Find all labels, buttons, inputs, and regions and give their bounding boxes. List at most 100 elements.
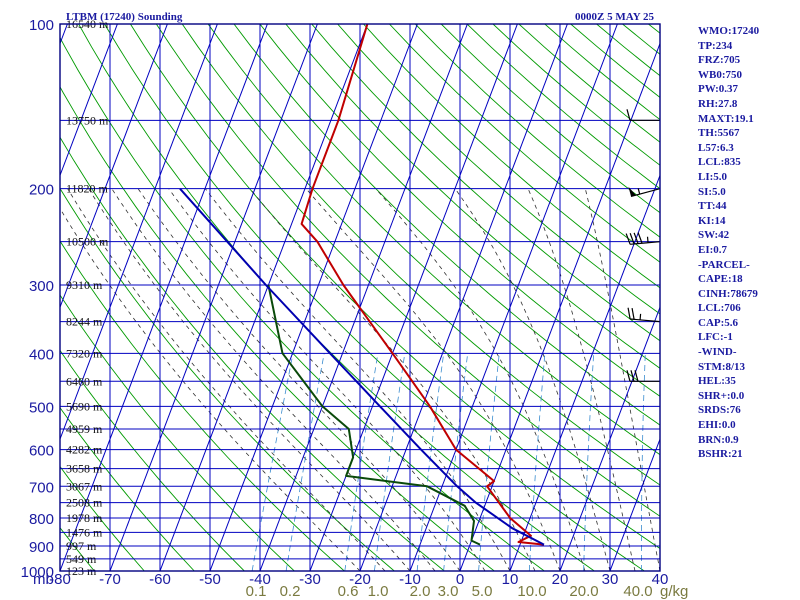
height-label: 6460 m (66, 374, 103, 388)
index-item: KI:14 (698, 214, 726, 227)
height-label: 9310 m (66, 278, 103, 292)
isotherm (409, 24, 618, 571)
pressure-tick-label: 1000 (21, 564, 54, 581)
dry-adiabat (389, 24, 660, 263)
pressure-tick-label: 500 (29, 399, 54, 416)
pressure-tick-label: 100 (29, 17, 54, 34)
index-item: SRDS:76 (698, 404, 741, 417)
moist-adiabat (137, 188, 461, 571)
height-label: 13750 m (66, 113, 109, 127)
dry-adiabat (130, 24, 660, 550)
mixing-ratio-line (344, 353, 379, 571)
isotherm (60, 24, 218, 441)
index-item: LCL:835 (698, 156, 741, 169)
index-item: CAP:5.6 (698, 316, 739, 329)
index-item: BSHR:21 (698, 448, 743, 461)
height-label: 8244 m (66, 315, 103, 329)
isotherm (309, 24, 518, 571)
dry-adiabat (60, 406, 195, 571)
mixing-ratio-label: 20.0 (569, 583, 598, 600)
pressure-unit-label: mb (33, 571, 54, 588)
wind-barb-column (625, 24, 660, 546)
isotherm (209, 24, 418, 571)
isotherm (159, 24, 368, 571)
temperature-tick-label: -50 (199, 571, 221, 588)
dry-adiabat (311, 24, 660, 342)
mixing-ratio-label: 10.0 (517, 583, 546, 600)
sounding-time: 0000Z 5 MAY 25 (575, 11, 654, 23)
mixing-ratio-line (583, 353, 595, 571)
mixing-ratio-line (478, 353, 500, 571)
background-grid (60, 24, 660, 571)
index-item: SHR+:0.0 (698, 389, 745, 402)
index-item: TH:5567 (698, 127, 740, 140)
sounding-curves (179, 24, 545, 546)
isotherm (609, 437, 660, 571)
index-item: LI:5.0 (698, 170, 728, 183)
index-item: SI:5.0 (698, 185, 726, 198)
dewpoint-curve (267, 284, 481, 546)
mixing-ratio-label: 1.0 (368, 583, 389, 600)
index-item: WMO:17240 (698, 25, 760, 37)
height-label: 4282 m (66, 443, 103, 457)
pressure-tick-label: 200 (29, 182, 54, 199)
index-item: RH:27.8 (698, 97, 738, 110)
temperature-tick-label: 40 (652, 571, 669, 588)
mixing-ratio-label: 0.2 (280, 583, 301, 600)
index-item: -WIND- (698, 346, 737, 359)
dry-adiabat (181, 24, 660, 486)
isotherm (60, 24, 268, 571)
moist-adiabat (168, 188, 486, 571)
isotherm (459, 42, 660, 571)
height-label: 2508 m (66, 496, 103, 510)
dry-adiabat (259, 24, 660, 397)
wind-barb (627, 307, 660, 323)
mixing-ratio-label: 2.0 (410, 583, 431, 600)
index-item: TP:234 (698, 39, 733, 52)
index-item: SW:42 (698, 229, 730, 242)
moist-adiabat (527, 188, 636, 571)
index-item: BRN:0.9 (698, 433, 739, 446)
dry-adiabat (285, 24, 660, 369)
dry-adiabat (207, 24, 660, 456)
dry-adiabat (60, 240, 345, 571)
index-item: L57:6.3 (698, 141, 734, 154)
height-label: 1978 m (66, 511, 103, 525)
temperature-tick-label: -70 (99, 571, 121, 588)
index-list: WMO:17240 TP:234 FRZ:705 WB0:750 PW:0.37 RH:2… (698, 24, 759, 462)
parcel-curve (179, 188, 545, 546)
height-label: 5690 m (66, 399, 103, 413)
temperature-tick-label: -40 (249, 571, 271, 588)
isotherm (109, 24, 318, 571)
temperature-tick-label: 0 (456, 571, 464, 588)
height-label: 3658 m (66, 462, 103, 476)
index-item: PW:0.37 (698, 83, 739, 96)
mixing-ratio-label: 40.0 (623, 583, 652, 600)
index-item: CAPE:18 (698, 273, 743, 286)
wind-barb (626, 109, 660, 121)
moist-adiabat (88, 188, 411, 571)
isotherm (359, 24, 568, 571)
isotherm (559, 305, 660, 571)
isotherm (60, 24, 118, 177)
dry-adiabat (60, 294, 295, 571)
mixing-ratio-line (641, 353, 646, 571)
pressure-tick-label: 400 (29, 346, 54, 363)
pressure-tick-label: 700 (29, 479, 54, 496)
height-label: 7320 m (66, 346, 103, 360)
temperature-tick-label: -30 (299, 571, 321, 588)
index-item: WB0:750 (698, 68, 742, 81)
wind-barb (626, 370, 660, 382)
mixing-ratio-line (251, 353, 294, 571)
index-item: HEL:35 (698, 375, 736, 388)
dry-adiabat (60, 465, 145, 571)
mixing-ratio-label: 3.0 (438, 583, 459, 600)
mixing-ratio-line (374, 353, 406, 571)
moist-adiabat (454, 188, 611, 571)
dry-adiabat (337, 24, 660, 315)
pressure-tick-label: 900 (29, 539, 54, 556)
mixing-ratio-line (443, 353, 469, 571)
